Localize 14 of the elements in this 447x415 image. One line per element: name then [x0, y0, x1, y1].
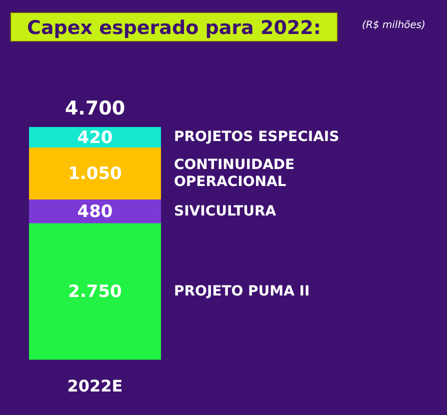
series-label: PROJETOS ESPECIAIS [174, 129, 340, 146]
series-label: PROJETO PUMA II [174, 283, 310, 300]
data-label: 480 [77, 202, 113, 222]
bar [29, 147, 161, 200]
x-tick-label: 2022E [67, 376, 123, 396]
data-label: 2.750 [68, 282, 122, 302]
total-label: 4.700 [64, 97, 126, 120]
series-label: SIVICULTURA [174, 203, 276, 220]
series-label: CONTINUIDADE OPERACIONAL [174, 156, 295, 190]
text: (R$ milhões) [362, 20, 426, 31]
bar [29, 223, 161, 360]
chart-title: Capex esperado para 2022: [10, 12, 338, 42]
data-label: 420 [77, 128, 113, 148]
data-label: 1.050 [68, 164, 122, 184]
